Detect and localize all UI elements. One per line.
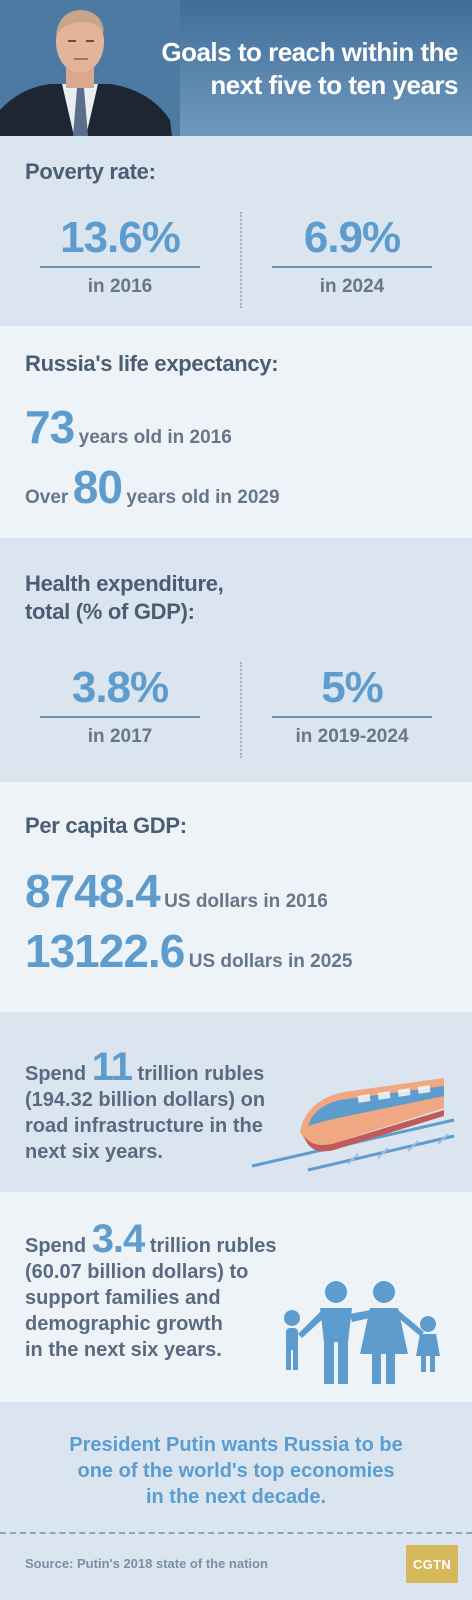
families-prefix: Spend (25, 1235, 87, 1257)
families-line1: Spend 3.4 trillion rubles (25, 1219, 315, 1259)
health-right-stat: 5% in 2019-2024 (272, 664, 432, 748)
road-line3: road infrastructure in the (25, 1115, 263, 1137)
life-2016-text: years old in 2016 (78, 427, 232, 448)
families-line3: support families and (25, 1287, 221, 1309)
closing-line3: in the next decade. (145, 1486, 327, 1508)
families-line1-rest: trillion rubles (149, 1235, 277, 1257)
life-expectancy-section: Russia's life expectancy: 73 years old i… (0, 326, 472, 538)
portrait-image (0, 0, 180, 136)
road-line2: (194.32 billion dollars) on (25, 1089, 266, 1111)
poverty-left-stat: 13.6% in 2016 (40, 214, 200, 298)
families-line5: in the next six years. (25, 1339, 222, 1361)
family-icon (284, 1281, 440, 1384)
poverty-right-label: in 2024 (319, 276, 385, 297)
health-left-label: in 2017 (87, 726, 153, 747)
gdp-row-2025: 13122.6 US dollars in 2025 (25, 924, 352, 978)
source-note: Source: Putin's 2018 state of the nation (25, 1556, 268, 1571)
health-right-value: 5% (321, 663, 384, 712)
poverty-section: Poverty rate: 13.6% in 2016 6.9% in 2024 (0, 136, 472, 326)
footer-divider (0, 1532, 472, 1534)
vertical-divider (240, 662, 242, 758)
header-banner: Goals to reach within the next five to t… (0, 0, 472, 136)
closing-statement: President Putin wants Russia to be one o… (36, 1432, 436, 1510)
families-text: Spend 3.4 trillion rubles (60.07 billion… (25, 1219, 315, 1363)
health-section: Health expenditure, total (% of GDP): 3.… (0, 538, 472, 782)
road-section: Spend 11 trillion rubles (194.32 billion… (0, 1012, 472, 1192)
poverty-left-label: in 2016 (87, 276, 153, 297)
cgtn-logo: CGTN (406, 1545, 458, 1583)
closing-section: President Putin wants Russia to be one o… (0, 1402, 472, 1600)
gdp-2025-value: 13122.6 (25, 925, 185, 977)
poverty-left-value: 13.6% (60, 213, 181, 262)
divider-line (272, 266, 432, 268)
poverty-title: Poverty rate: (25, 159, 156, 184)
gdp-2016-value: 8748.4 (25, 865, 161, 917)
families-line2: (60.07 billion dollars) to (25, 1261, 249, 1283)
train-icon (251, 1078, 455, 1172)
header-title-line1: Goals to reach within the (161, 37, 458, 67)
divider-line (272, 716, 432, 718)
health-title: Health expenditure, total (% of GDP): (25, 570, 224, 626)
families-value: 3.4 (91, 1217, 146, 1261)
header-title: Goals to reach within the next five to t… (158, 36, 458, 102)
gdp-row-2016: 8748.4 US dollars in 2016 (25, 864, 328, 918)
gdp-section: Per capita GDP: 8748.4 US dollars in 201… (0, 782, 472, 1012)
divider-line (40, 266, 200, 268)
health-right-label: in 2019-2024 (295, 726, 409, 747)
road-value: 11 (91, 1045, 133, 1089)
life-row-2029: Over 80 years old in 2029 (25, 460, 280, 514)
life-row-2016: 73 years old in 2016 (25, 400, 232, 454)
life-2029-value: 80 (72, 461, 123, 513)
road-text: Spend 11 trillion rubles (194.32 billion… (25, 1047, 315, 1165)
closing-line2: one of the world's top economies (77, 1460, 395, 1482)
health-left-stat: 3.8% in 2017 (40, 664, 200, 748)
gdp-2016-text: US dollars in 2016 (164, 891, 328, 912)
gdp-title: Per capita GDP: (25, 813, 187, 838)
health-title-line2: total (% of GDP): (25, 599, 195, 624)
families-line4: demographic growth (25, 1313, 223, 1335)
life-2016-value: 73 (25, 401, 75, 453)
closing-line1: President Putin wants Russia to be (69, 1434, 403, 1456)
divider-line (40, 716, 200, 718)
life-title: Russia's life expectancy: (25, 351, 279, 376)
header-title-line2: next five to ten years (210, 70, 458, 100)
families-section: Spend 3.4 trillion rubles (60.07 billion… (0, 1192, 472, 1402)
road-line1: Spend 11 trillion rubles (25, 1047, 315, 1087)
poverty-right-stat: 6.9% in 2024 (272, 214, 432, 298)
vertical-divider (240, 212, 242, 308)
life-2029-prefix: Over (25, 487, 69, 508)
gdp-2025-text: US dollars in 2025 (188, 951, 353, 972)
health-title-line1: Health expenditure, (25, 571, 224, 596)
life-2029-text: years old in 2029 (126, 487, 280, 508)
road-prefix: Spend (25, 1063, 87, 1085)
poverty-right-value: 6.9% (303, 213, 401, 262)
road-line4: next six years. (25, 1141, 163, 1163)
health-left-value: 3.8% (71, 663, 169, 712)
road-line1-rest: trillion rubles (137, 1063, 265, 1085)
